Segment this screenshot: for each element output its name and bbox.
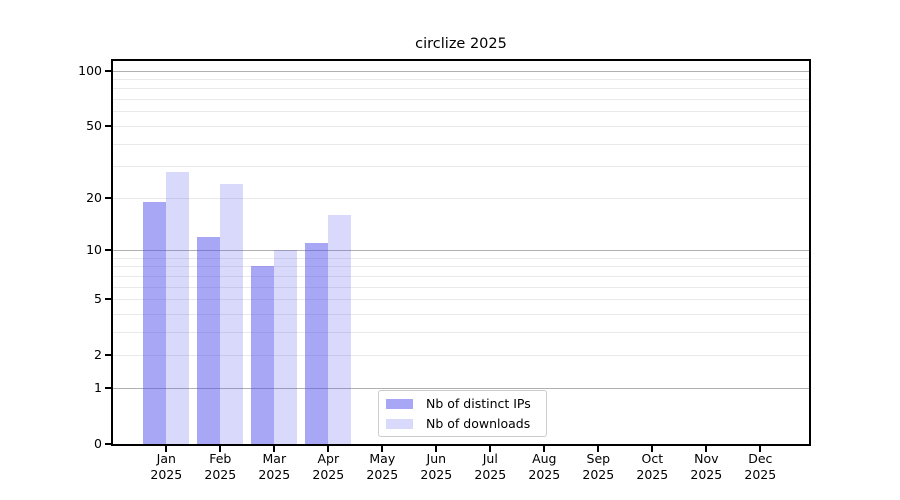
x-tick-label-oct: Oct 2025 — [636, 451, 669, 482]
gridline-minor-70 — [113, 99, 809, 101]
gridline-minor-7 — [113, 275, 809, 277]
legend: Nb of distinct IPs Nb of downloads — [378, 390, 547, 437]
x-tick-label-jun: Jun 2025 — [420, 451, 453, 482]
legend-label-downloads: Nb of downloads — [426, 416, 531, 431]
y-tick-label-100: 100 — [78, 62, 102, 78]
gridline-minor-30 — [113, 166, 809, 168]
gridline-minor-8 — [113, 266, 809, 268]
bar-apr-distinct-ips — [305, 242, 329, 444]
legend-item-downloads: Nb of downloads — [386, 416, 546, 431]
y-tick-label-50: 50 — [86, 117, 102, 133]
gridline-major-10 — [113, 250, 809, 251]
gridline-minor-60 — [113, 111, 809, 113]
gridline-minor-6 — [113, 286, 809, 288]
y-tick-label-1: 1 — [94, 379, 102, 395]
x-tick-label-aug: Aug 2025 — [528, 451, 561, 482]
y-tick-10 — [105, 249, 111, 251]
y-tick-50 — [105, 124, 111, 127]
x-tick-oct — [651, 446, 654, 452]
y-tick-label-2: 2 — [94, 347, 102, 363]
gridline-major-1 — [113, 387, 809, 389]
x-tick-label-may: May 2025 — [366, 451, 399, 482]
x-tick-may — [381, 446, 384, 452]
x-tick-jan — [165, 446, 168, 452]
x-tick-nov — [705, 446, 708, 452]
bar-mar-distinct-ips — [251, 266, 275, 444]
legend-label-distinct-ips: Nb of distinct IPs — [426, 396, 531, 411]
x-tick-label-dec: Dec 2025 — [744, 451, 777, 482]
gridline-minor-5 — [113, 299, 809, 300]
bar-feb-downloads — [220, 183, 244, 444]
x-tick-jun — [435, 446, 438, 452]
x-tick-label-feb: Feb 2025 — [204, 451, 237, 482]
x-tick-apr — [327, 446, 330, 452]
gridline-minor-80 — [113, 88, 809, 90]
x-tick-aug — [543, 446, 546, 452]
y-tick-1 — [105, 386, 111, 389]
x-tick-jul — [489, 446, 492, 452]
x-tick-sep — [597, 446, 600, 452]
legend-item-distinct-ips: Nb of distinct IPs — [386, 396, 546, 411]
bar-jan-distinct-ips — [143, 201, 167, 444]
legend-swatch-downloads — [386, 418, 413, 429]
x-tick-label-nov: Nov 2025 — [690, 451, 723, 482]
bar-feb-distinct-ips — [197, 236, 221, 444]
x-tick-feb — [219, 446, 222, 452]
y-tick-label-20: 20 — [86, 189, 102, 205]
y-tick-20 — [105, 196, 111, 199]
plot-area — [113, 61, 809, 444]
y-tick-0 — [105, 443, 111, 445]
gridline-minor-90 — [113, 79, 809, 80]
y-tick-5 — [105, 298, 111, 300]
y-tick-label-0: 0 — [94, 436, 102, 451]
y-tick-label-5: 5 — [94, 291, 102, 306]
y-tick-2 — [105, 354, 111, 357]
x-tick-mar — [273, 446, 276, 452]
bar-jan-downloads — [166, 171, 190, 444]
gridline-minor-50 — [113, 125, 809, 127]
gridline-minor-3 — [113, 331, 809, 333]
gridline-minor-20 — [113, 197, 809, 199]
bar-mar-downloads — [274, 250, 298, 444]
gridline-major-100 — [113, 70, 809, 72]
chart-title: circlize 2025 — [415, 36, 507, 52]
y-tick-label-10: 10 — [86, 242, 102, 257]
y-tick-100 — [105, 69, 111, 72]
x-tick-label-apr: Apr 2025 — [312, 451, 345, 482]
x-tick-label-jan: Jan 2025 — [150, 451, 183, 482]
gridline-minor-9 — [113, 257, 809, 259]
x-tick-label-mar: Mar 2025 — [258, 451, 291, 482]
x-tick-label-jul: Jul 2025 — [474, 451, 507, 482]
gridline-minor-4 — [113, 313, 809, 315]
gridline-minor-2 — [113, 355, 809, 357]
x-tick-label-sep: Sep 2025 — [582, 451, 615, 482]
bar-apr-downloads — [328, 214, 352, 444]
gridline-minor-40 — [113, 143, 809, 145]
x-tick-dec — [759, 446, 762, 452]
legend-swatch-distinct-ips — [386, 398, 413, 409]
